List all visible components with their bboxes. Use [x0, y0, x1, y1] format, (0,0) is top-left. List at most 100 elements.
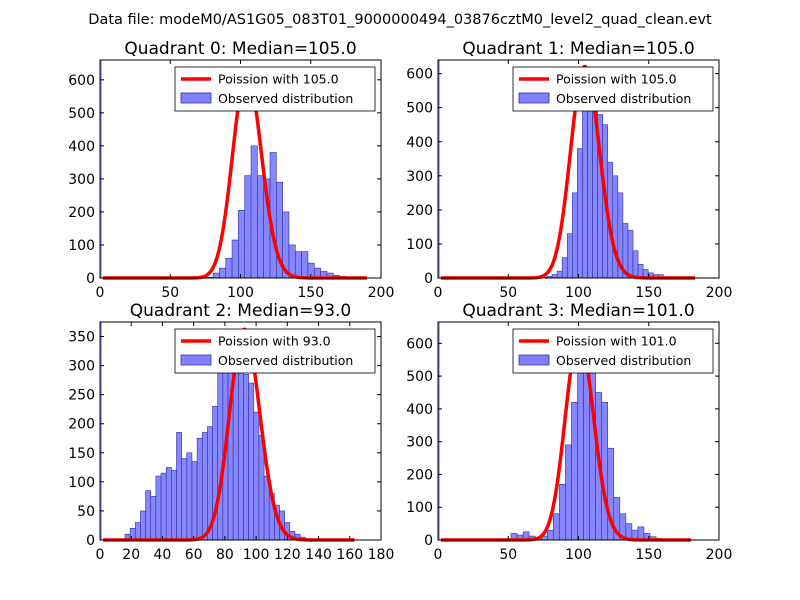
panel-quadrant-0: 0 50 100 150 200 0 100 200 300 400 500 600 Quadrant … — [68, 39, 394, 301]
x-tick-label: 20 — [122, 547, 140, 563]
x-tick-label: 0 — [434, 547, 443, 563]
panel-quadrant-3: 0 50 100 150 200 0 100 200 300 400 500 600 Quadrant … — [406, 301, 732, 563]
histogram-bar — [571, 402, 578, 540]
legend: Poission with 105.0 Observed distribution — [512, 66, 714, 112]
histogram-bar — [627, 230, 634, 278]
histogram-bar — [196, 437, 203, 540]
x-tick-label: 200 — [368, 285, 395, 301]
y-tick-label: 0 — [86, 271, 95, 287]
histogram-bar — [212, 272, 220, 278]
axes-frame — [99, 321, 382, 541]
histogram-bar — [582, 86, 588, 278]
histogram-bar — [231, 239, 239, 278]
y-tick-label: 600 — [406, 67, 433, 83]
x-tick-label: 160 — [336, 547, 363, 563]
y-tick-label: 100 — [68, 475, 95, 491]
x-tick-label: 100 — [243, 547, 270, 563]
x-tick-label: 80 — [216, 547, 234, 563]
y-tick-label: 0 — [424, 533, 433, 549]
y-tick-label: 500 — [406, 369, 433, 385]
legend: Poission with 105.0 Observed distribution — [174, 66, 376, 112]
y-tick-label: 600 — [406, 336, 433, 352]
histogram-bar — [243, 374, 249, 540]
histogram-bar — [253, 411, 260, 540]
y-tick-label: 250 — [68, 388, 95, 404]
y-tick-label: 200 — [406, 467, 433, 483]
legend-label-fit: Poission with 101.0 — [556, 334, 677, 349]
x-tick-label: 50 — [499, 285, 517, 301]
histogram-bar — [160, 472, 167, 540]
histogram-bar — [186, 452, 193, 540]
y-tick-label: 200 — [68, 205, 95, 221]
histogram-bar — [257, 175, 264, 278]
x-tick-label: 60 — [185, 547, 203, 563]
histogram-bar — [612, 175, 619, 278]
x-tick-label: 0 — [96, 547, 105, 563]
y-tick-label: 500 — [68, 106, 95, 122]
legend-label-observed: Observed distribution — [218, 353, 353, 368]
histogram-bar — [238, 209, 246, 278]
histogram-bar — [561, 257, 568, 278]
histogram-bar — [547, 529, 554, 540]
histogram-bar — [607, 447, 615, 540]
histogram-bar — [565, 444, 572, 540]
histogram-bar — [301, 251, 309, 278]
figure-title: Data file: modeM0/AS1G05_083T01_90000004… — [88, 12, 712, 28]
histogram-bar — [134, 522, 141, 540]
histogram-bar — [155, 475, 162, 540]
histogram-bar — [572, 192, 578, 278]
panel-quadrant-2: 0 20 40 60 80 100 120 140 160 1800501001502002503… — [68, 301, 394, 563]
histogram-bar — [191, 461, 198, 540]
histogram-bar — [201, 432, 208, 540]
histogram-bar-zero — [100, 60, 102, 278]
histogram-bar — [637, 526, 645, 540]
histogram-bar — [150, 496, 157, 540]
histogram-bar — [244, 175, 252, 278]
y-tick-label: 200 — [406, 203, 433, 219]
legend-label-observed: Observed distribution — [556, 91, 691, 106]
histogram-bar — [238, 353, 244, 540]
histogram-bar — [225, 257, 233, 278]
histogram-bar — [171, 469, 177, 540]
x-tick-label: 40 — [154, 547, 172, 563]
histogram-bar-zero — [438, 322, 440, 540]
legend-label-fit: Poission with 105.0 — [556, 72, 677, 87]
x-tick-label: 120 — [274, 547, 301, 563]
y-tick-label: 600 — [68, 73, 95, 89]
histogram-bar — [140, 510, 146, 540]
x-tick-label: 0 — [96, 285, 105, 301]
x-tick-label: 50 — [161, 285, 179, 301]
legend-label-observed: Observed distribution — [556, 353, 691, 368]
histogram-bar — [248, 382, 255, 540]
panel-quadrant-1: 0 50 100 150 200 0 100 200 300 400 500 600 Quadrant … — [406, 39, 732, 301]
y-tick-label: 300 — [406, 169, 433, 185]
histogram-bar — [577, 148, 583, 278]
histogram-bar-zero — [100, 322, 102, 540]
y-tick-label: 300 — [406, 435, 433, 451]
legend-box — [174, 328, 376, 374]
legend-label-fit: Poission with 93.0 — [218, 334, 331, 349]
legend-box — [174, 66, 376, 112]
panel-title: Quadrant 1: Median=105.0 — [462, 39, 694, 59]
y-tick-label: 0 — [424, 271, 433, 287]
legend-label-observed: Observed distribution — [218, 91, 353, 106]
histogram-bar — [632, 250, 639, 278]
x-tick-label: 200 — [706, 547, 733, 563]
histogram-bar — [181, 458, 188, 540]
histogram-bar-zero — [438, 60, 440, 278]
y-tick-label: 400 — [406, 135, 433, 151]
x-tick-label: 150 — [297, 285, 324, 301]
panel-title: Quadrant 2: Median=93.0 — [130, 301, 352, 321]
legend-bar-swatch — [180, 92, 212, 104]
histogram-bar — [551, 274, 558, 278]
y-tick-label: 200 — [68, 417, 95, 433]
x-tick-label: 200 — [706, 285, 733, 301]
y-tick-label: 100 — [68, 238, 95, 254]
histogram-bar — [601, 402, 609, 540]
x-tick-label: 50 — [499, 547, 517, 563]
x-tick-label: 100 — [227, 285, 254, 301]
legend-bar-swatch — [518, 92, 550, 104]
histogram-bars — [100, 60, 366, 278]
legend-bar-swatch — [518, 354, 550, 366]
histogram-bar — [294, 251, 302, 278]
